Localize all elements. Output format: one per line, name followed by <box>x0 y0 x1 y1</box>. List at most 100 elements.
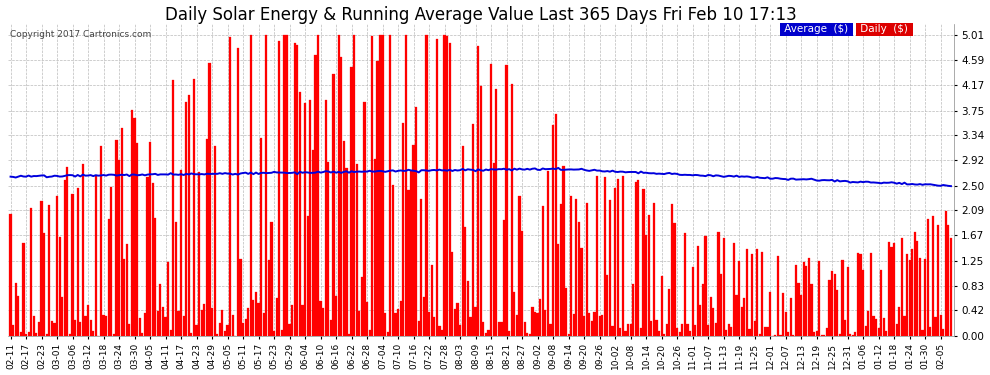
Bar <box>148 142 151 336</box>
Bar <box>487 330 490 336</box>
Bar <box>456 303 458 336</box>
Bar <box>265 35 267 336</box>
Bar <box>816 331 818 336</box>
Bar <box>843 320 846 336</box>
Bar <box>151 183 153 336</box>
Bar <box>829 280 831 336</box>
Bar <box>201 310 203 336</box>
Bar <box>909 260 911 336</box>
Bar <box>635 182 637 336</box>
Bar <box>842 260 843 336</box>
Bar <box>254 292 257 336</box>
Bar <box>17 296 20 336</box>
Bar <box>834 274 836 336</box>
Bar <box>668 289 670 336</box>
Bar <box>240 259 242 336</box>
Bar <box>275 298 278 336</box>
Bar <box>790 298 792 336</box>
Bar <box>769 291 771 336</box>
Bar <box>384 312 386 336</box>
Bar <box>712 308 715 336</box>
Bar <box>360 277 363 336</box>
Bar <box>601 315 603 336</box>
Bar <box>532 308 534 336</box>
Bar <box>376 61 378 336</box>
Bar <box>542 206 544 336</box>
Bar <box>294 43 296 336</box>
Bar <box>413 145 415 336</box>
Bar <box>707 325 709 336</box>
Bar <box>281 330 283 336</box>
Bar <box>164 316 166 336</box>
Bar <box>131 110 133 336</box>
Bar <box>330 320 332 336</box>
Bar <box>710 297 712 336</box>
Bar <box>824 334 826 336</box>
Bar <box>426 35 428 336</box>
Bar <box>862 270 864 336</box>
Bar <box>691 267 694 336</box>
Bar <box>599 316 601 336</box>
Bar <box>363 102 365 336</box>
Bar <box>134 118 136 336</box>
Bar <box>818 261 821 336</box>
Bar <box>459 325 461 336</box>
Bar <box>53 322 55 336</box>
Bar <box>366 302 368 336</box>
Bar <box>291 305 293 336</box>
Bar <box>645 235 647 336</box>
Bar <box>619 328 622 336</box>
Bar <box>736 295 738 336</box>
Bar <box>350 67 352 336</box>
Bar <box>12 325 14 336</box>
Bar <box>30 208 33 336</box>
Bar <box>206 139 208 336</box>
Bar <box>872 315 874 336</box>
Bar <box>431 265 433 336</box>
Bar <box>374 159 376 336</box>
Bar <box>469 316 471 336</box>
Bar <box>947 225 949 336</box>
Bar <box>508 332 510 336</box>
Bar <box>529 334 531 336</box>
Bar <box>893 243 895 336</box>
Bar <box>126 244 128 336</box>
Bar <box>854 332 856 336</box>
Bar <box>118 160 120 336</box>
Bar <box>660 276 662 336</box>
Bar <box>389 35 391 336</box>
Bar <box>777 255 779 336</box>
Bar <box>190 333 192 336</box>
Bar <box>831 272 834 336</box>
Bar <box>557 244 559 336</box>
Bar <box>121 128 123 336</box>
Bar <box>405 35 407 336</box>
Bar <box>627 324 629 336</box>
Bar <box>123 259 126 336</box>
Bar <box>446 36 448 336</box>
Bar <box>867 311 869 336</box>
Bar <box>784 312 787 336</box>
Bar <box>451 252 453 336</box>
Bar <box>448 43 450 336</box>
Bar <box>638 180 640 336</box>
Bar <box>172 80 174 336</box>
Bar <box>167 262 169 336</box>
Bar <box>307 216 309 336</box>
Bar <box>418 321 420 336</box>
Bar <box>222 310 224 336</box>
Bar <box>826 327 828 336</box>
Bar <box>28 332 30 336</box>
Bar <box>46 334 48 336</box>
Bar <box>288 324 291 336</box>
Bar <box>38 322 40 336</box>
Bar <box>797 284 800 336</box>
Bar <box>317 35 319 336</box>
Bar <box>588 314 590 336</box>
Bar <box>110 187 113 336</box>
Bar <box>944 210 946 336</box>
Bar <box>92 332 94 336</box>
Bar <box>922 330 924 336</box>
Bar <box>33 316 35 336</box>
Bar <box>758 334 761 336</box>
